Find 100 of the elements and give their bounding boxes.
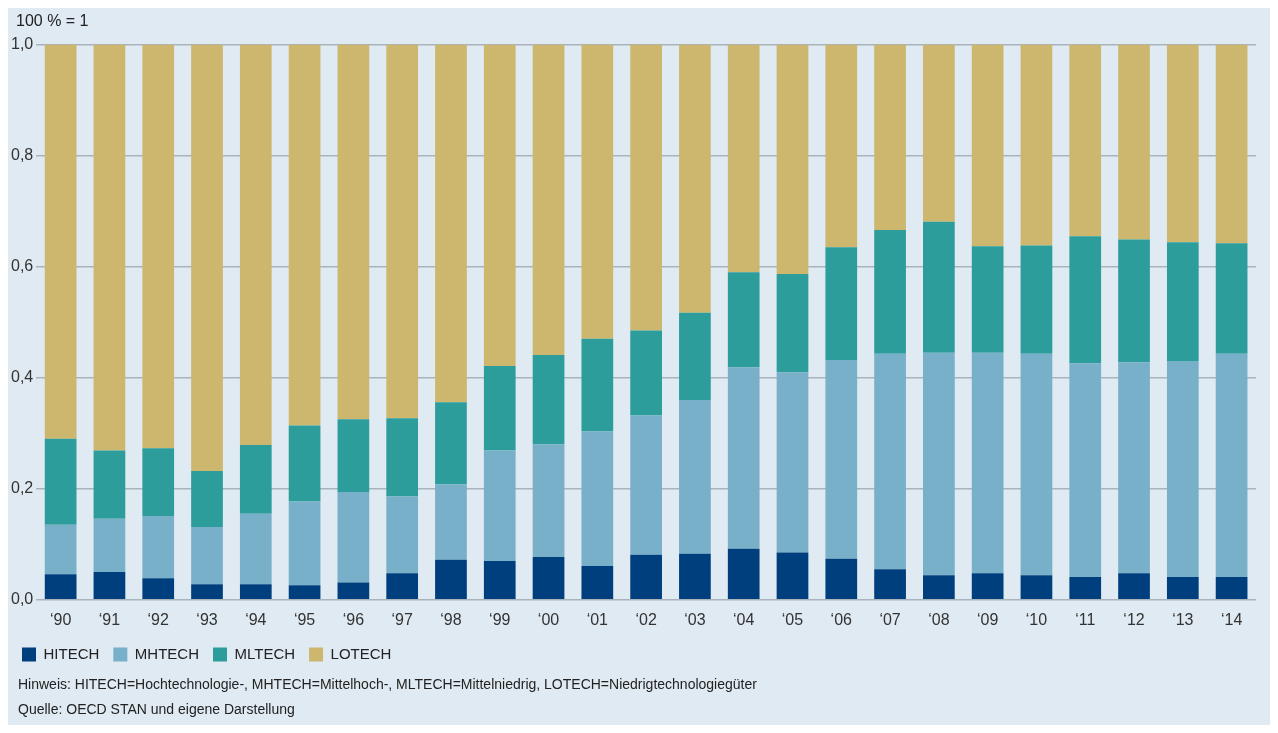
x-tick-label: ‘94 bbox=[245, 610, 267, 628]
y-tick-label: 0,2 bbox=[10, 479, 34, 497]
bar bbox=[93, 450, 126, 519]
bar bbox=[971, 246, 1004, 353]
legend-label: MHTECH bbox=[134, 644, 199, 662]
bar bbox=[971, 44, 1004, 247]
bar bbox=[679, 312, 711, 400]
bar bbox=[825, 44, 858, 248]
bar bbox=[971, 573, 1004, 600]
bar bbox=[825, 558, 858, 600]
x-tick-label: ‘08 bbox=[928, 610, 950, 628]
bar bbox=[435, 402, 467, 485]
bar bbox=[1118, 362, 1150, 574]
bar bbox=[581, 565, 614, 600]
bar bbox=[239, 44, 272, 445]
bar bbox=[93, 572, 126, 600]
x-tick-label: ‘92 bbox=[147, 610, 169, 628]
x-tick-label: ‘90 bbox=[49, 610, 72, 628]
bar bbox=[1166, 361, 1199, 578]
x-tick-label: ‘00 bbox=[537, 610, 560, 628]
bar bbox=[874, 353, 906, 570]
bar bbox=[1118, 239, 1150, 363]
bar bbox=[337, 492, 370, 583]
y-tick-label: 0,8 bbox=[10, 146, 34, 164]
bar bbox=[1020, 353, 1053, 576]
bar bbox=[1215, 44, 1248, 244]
bar bbox=[1166, 577, 1199, 600]
bar bbox=[44, 574, 77, 600]
bar bbox=[239, 513, 272, 585]
bar bbox=[44, 44, 77, 439]
x-tick-label: ‘93 bbox=[196, 610, 218, 628]
bar bbox=[1069, 577, 1102, 600]
bar bbox=[532, 557, 565, 600]
x-tick-label: ‘06 bbox=[830, 610, 853, 628]
x-tick-label: ‘09 bbox=[976, 610, 999, 628]
bar bbox=[532, 444, 565, 558]
bar bbox=[727, 548, 760, 600]
bar bbox=[337, 582, 370, 600]
bar bbox=[288, 44, 321, 426]
legend-label: HITECH bbox=[43, 644, 100, 662]
bar bbox=[874, 569, 906, 600]
bar bbox=[581, 431, 614, 566]
legend-label: LOTECH bbox=[330, 644, 392, 662]
bar bbox=[483, 44, 516, 367]
x-tick-label: ‘96 bbox=[342, 610, 365, 628]
bar bbox=[386, 496, 419, 574]
x-tick-label: ‘13 bbox=[1172, 610, 1194, 628]
bar bbox=[679, 44, 711, 313]
bar bbox=[874, 230, 906, 354]
bar bbox=[727, 44, 760, 273]
legend-label: MLTECH bbox=[234, 644, 296, 662]
y-tick-label: 1,0 bbox=[10, 35, 34, 53]
x-tick-label: ‘03 bbox=[684, 610, 706, 628]
bar bbox=[93, 518, 126, 573]
bar bbox=[776, 273, 809, 373]
y-tick-label: 0,6 bbox=[10, 257, 34, 275]
bar bbox=[483, 450, 516, 561]
bar bbox=[337, 419, 370, 493]
bar bbox=[142, 515, 175, 579]
bar bbox=[776, 44, 809, 274]
bar bbox=[435, 559, 467, 600]
bar bbox=[239, 584, 272, 600]
bar bbox=[1166, 242, 1199, 362]
x-tick-label: ‘02 bbox=[635, 610, 657, 628]
bar bbox=[93, 44, 126, 451]
bar bbox=[630, 415, 662, 555]
x-tick-label: ‘12 bbox=[1123, 610, 1145, 628]
bar bbox=[532, 354, 565, 445]
bar bbox=[1215, 243, 1248, 354]
bar bbox=[1215, 577, 1248, 600]
bar bbox=[825, 247, 858, 360]
y-axis-title: 100 % = 1 bbox=[15, 11, 90, 31]
bar bbox=[1215, 353, 1248, 578]
bar bbox=[581, 338, 614, 432]
x-tick-label: ‘91 bbox=[98, 610, 121, 628]
bar bbox=[191, 44, 223, 471]
bar bbox=[825, 359, 858, 559]
bar bbox=[483, 560, 516, 600]
bar bbox=[1069, 236, 1102, 364]
y-tick-label: 0,0 bbox=[10, 590, 34, 608]
bar bbox=[727, 367, 760, 549]
x-tick-label: ‘05 bbox=[781, 610, 804, 628]
source-note: Quelle: OECD STAN und eigene Darstellung bbox=[18, 700, 296, 719]
x-tick-label: ‘04 bbox=[733, 610, 755, 628]
text: Hinweis: HITECH=Hochtechnologie-, MHTECH=Mittelhoch-, MLTECH=Mittelniedrig, LOTECH=Niedrigtechnologiegüter bbox=[18, 675, 758, 694]
bar bbox=[581, 44, 614, 339]
x-tick-label: ‘11 bbox=[1075, 610, 1096, 628]
bar bbox=[44, 524, 77, 575]
x-tick-label: ‘14 bbox=[1220, 610, 1243, 628]
bar bbox=[776, 552, 809, 600]
x-tick-label: ‘98 bbox=[440, 610, 462, 628]
x-tick-label: ‘97 bbox=[391, 610, 413, 628]
bar bbox=[776, 372, 809, 553]
bar bbox=[435, 44, 467, 403]
bar bbox=[239, 444, 272, 514]
x-tick-label: ‘01 bbox=[586, 610, 609, 628]
bar bbox=[142, 448, 175, 516]
x-tick-label: ‘10 bbox=[1025, 610, 1048, 628]
bar bbox=[44, 438, 77, 525]
x-tick-label: ‘95 bbox=[293, 610, 316, 628]
